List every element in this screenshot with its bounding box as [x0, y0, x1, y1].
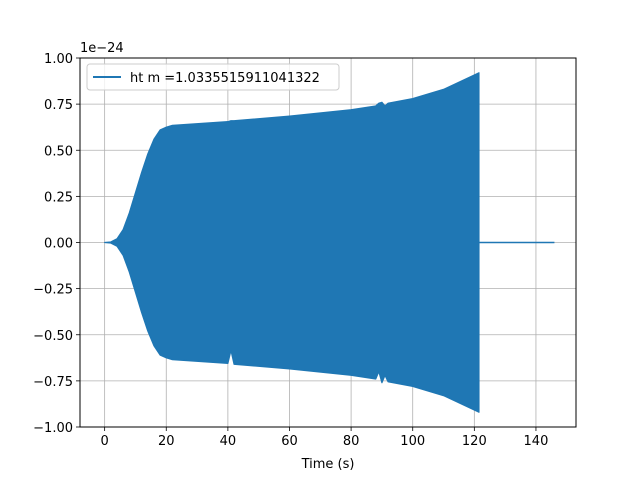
- y-tick-label: 0.00: [44, 237, 73, 252]
- legend: ht m =1.0335515911041322: [87, 64, 339, 90]
- y-tick-label: 0.50: [44, 144, 73, 159]
- legend-label: ht m =1.0335515911041322: [130, 71, 320, 86]
- x-tick-label: 140: [524, 434, 549, 449]
- y-tick-label: 0.25: [44, 190, 73, 205]
- y-tick-label: 0.75: [44, 98, 73, 113]
- y-tick-label: −0.75: [33, 375, 73, 390]
- x-tick-label: 80: [343, 434, 360, 449]
- y-tick-label: −1.00: [33, 421, 73, 436]
- x-tick-label: 40: [220, 434, 237, 449]
- x-tick-label: 120: [462, 434, 487, 449]
- x-tick-label: 100: [400, 434, 425, 449]
- x-tick-label: 60: [281, 434, 298, 449]
- x-tick-label: 20: [158, 434, 175, 449]
- y-tick-label: −0.25: [33, 283, 73, 298]
- y-offset-label: 1e−24: [80, 41, 124, 56]
- x-axis-label: Time (s): [301, 457, 355, 472]
- y-tick-label: −0.50: [33, 329, 73, 344]
- y-tick-label: 1.00: [44, 52, 73, 67]
- x-tick-label: 0: [101, 434, 109, 449]
